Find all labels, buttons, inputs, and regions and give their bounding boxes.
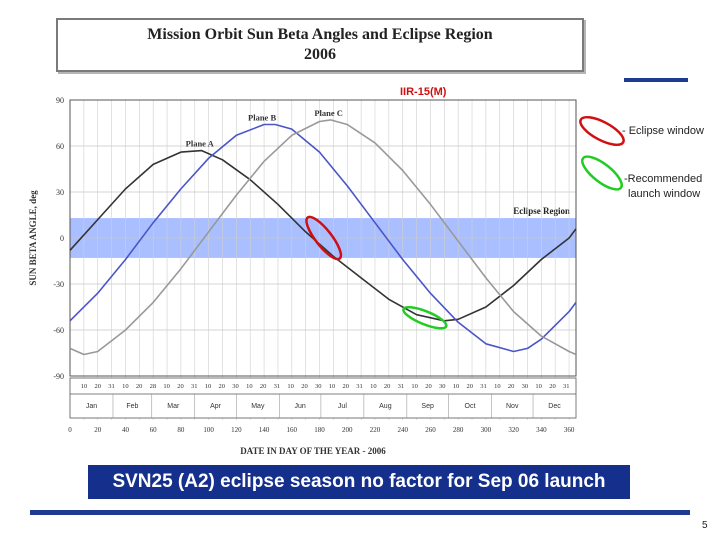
month-label: Jan (86, 403, 97, 410)
legend-launch-icon (581, 155, 623, 191)
month-day-tick-label: 31 (563, 383, 570, 390)
launch-window-marker (402, 305, 448, 330)
page-number: 5 (702, 520, 708, 531)
month-label: Apr (210, 403, 222, 410)
month-label: Sep (421, 403, 434, 410)
chart-year: 2006 (304, 46, 336, 63)
month-day-tick-label: 30 (522, 383, 529, 390)
x-tick-label: 240 (397, 426, 408, 434)
month-day-tick-label: 31 (480, 383, 487, 390)
legend-launch-window-label-2: launch window (628, 188, 701, 200)
month-day-tick-label: 20 (343, 383, 350, 390)
y-tick-label: 30 (56, 188, 64, 197)
month-day-tick-label: 30 (315, 383, 322, 390)
series-label: Plane C (314, 108, 343, 118)
x-tick-label: 40 (122, 426, 130, 434)
month-label: Aug (379, 403, 392, 410)
x-tick-label: 340 (536, 426, 547, 434)
month-label: Dec (548, 403, 561, 410)
x-tick-label: 100 (203, 426, 214, 434)
summary-banner: SVN25 (A2) eclipse season no factor for … (88, 465, 630, 499)
month-day-tick-label: 20 (467, 383, 474, 390)
month-day-tick-label: 10 (411, 383, 418, 390)
series-line-plane-c (69, 119, 577, 356)
month-day-tick-label: 10 (287, 383, 294, 390)
month-label: Mar (167, 403, 180, 410)
plot-frame (69, 99, 577, 377)
series-line-plane-b (69, 123, 577, 353)
chart-title: Mission Orbit Sun Beta Angles and Eclips… (147, 26, 493, 43)
y-tick-label: 90 (56, 96, 64, 105)
month-day-tick-label: 31 (398, 383, 405, 390)
x-tick-label: 120 (231, 426, 242, 434)
x-tick-label: 60 (150, 426, 158, 434)
month-day-tick-label: 20 (549, 383, 556, 390)
month-day-tick-label: 10 (535, 383, 542, 390)
x-tick-label: 20 (94, 426, 102, 434)
month-day-tick-label: 31 (191, 383, 198, 390)
month-day-tick-label: 20 (136, 383, 143, 390)
eclipse-window-marker (305, 215, 343, 261)
month-day-tick-label: 20 (384, 383, 391, 390)
x-tick-label: 180 (314, 426, 325, 434)
month-day-tick-label: 20 (177, 383, 184, 390)
y-axis-title: SUN BETA ANGLE, deg (28, 190, 38, 286)
month-day-tick-label: 28 (150, 383, 157, 390)
series-label: Plane A (186, 139, 215, 149)
x-tick-label: 360 (564, 426, 575, 434)
x-tick-label: 160 (287, 426, 298, 434)
month-day-tick-label: 20 (95, 383, 102, 390)
x-tick-label: 140 (259, 426, 270, 434)
month-day-tick-label: 31 (108, 383, 115, 390)
legend-eclipse-window-label: - Eclipse window (622, 125, 704, 137)
month-label: Jul (338, 403, 347, 410)
x-tick-label: 80 (177, 426, 185, 434)
month-day-tick-label: 10 (246, 383, 253, 390)
y-tick-label: 0 (60, 234, 64, 243)
month-day-tick-label: 10 (453, 383, 460, 390)
x-tick-label: 300 (481, 426, 492, 434)
month-day-tick-label: 20 (219, 383, 226, 390)
month-day-tick-label: 10 (122, 383, 129, 390)
month-day-tick-label: 20 (425, 383, 432, 390)
y-tick-label: 60 (56, 142, 64, 151)
month-label: Feb (126, 403, 138, 410)
month-day-tick-label: 20 (260, 383, 267, 390)
month-label: Jun (294, 403, 305, 410)
satellite-label: IIR-15(M) (400, 86, 447, 98)
month-label: Oct (465, 403, 476, 410)
month-day-tick-label: 30 (232, 383, 239, 390)
month-day-tick-label: 10 (163, 383, 170, 390)
month-day-tick-label: 31 (356, 383, 363, 390)
x-tick-label: 320 (508, 426, 519, 434)
x-tick-label: 0 (68, 426, 72, 434)
y-tick-label: -60 (53, 326, 64, 335)
month-day-tick-label: 10 (329, 383, 336, 390)
month-day-tick-label: 10 (205, 383, 212, 390)
month-label: May (251, 403, 265, 410)
legend-launch-window-label-1: -Recommended (624, 173, 703, 185)
x-tick-label: 260 (425, 426, 436, 434)
month-day-tick-label: 10 (81, 383, 88, 390)
y-tick-label: -90 (53, 372, 64, 381)
month-day-tick-label: 31 (274, 383, 281, 390)
month-day-tick-label: 20 (508, 383, 515, 390)
accent-bar (624, 78, 688, 82)
x-tick-label: 220 (370, 426, 381, 434)
x-tick-label: 200 (342, 426, 353, 434)
month-day-tick-label: 20 (301, 383, 308, 390)
month-day-tick-label: 10 (370, 383, 377, 390)
legend-eclipse-icon (579, 115, 625, 147)
month-day-tick-label: 30 (439, 383, 446, 390)
bottom-rule (30, 510, 690, 515)
month-label: Nov (506, 403, 519, 410)
chart-title-box: Mission Orbit Sun Beta Angles and Eclips… (56, 18, 584, 72)
x-tick-label: 280 (453, 426, 464, 434)
x-axis-title: DATE IN DAY OF THE YEAR - 2006 (240, 446, 386, 456)
series-label: Plane B (248, 113, 276, 123)
y-tick-label: -30 (53, 280, 64, 289)
month-day-tick-label: 10 (494, 383, 501, 390)
